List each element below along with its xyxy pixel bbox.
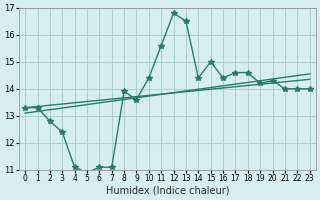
X-axis label: Humidex (Indice chaleur): Humidex (Indice chaleur) (106, 186, 229, 196)
